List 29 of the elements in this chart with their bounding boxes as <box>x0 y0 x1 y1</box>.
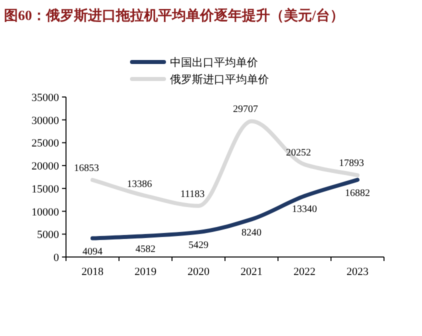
data-label: 13340 <box>292 204 317 216</box>
data-label: 29707 <box>233 104 258 116</box>
y-tick-label: 10000 <box>32 206 60 218</box>
data-label: 13386 <box>127 178 152 190</box>
y-tick-label: 25000 <box>32 138 60 150</box>
x-tick-label: 2023 <box>346 266 369 278</box>
data-label: 20252 <box>286 147 311 158</box>
data-label: 16882 <box>345 188 370 199</box>
data-label: 4094 <box>82 246 102 258</box>
y-tick-label: 15000 <box>32 183 60 196</box>
y-tick-label: 0 <box>54 252 60 264</box>
x-tick-label: 2021 <box>240 266 262 278</box>
x-tick-label: 2018 <box>82 266 104 278</box>
x-tick-label: 2020 <box>188 266 210 278</box>
y-tick-label: 35000 <box>32 92 60 104</box>
data-label: 4582 <box>136 244 156 256</box>
legend-label: 俄罗斯进口平均单价 <box>170 73 269 86</box>
chart-title: 图60：俄罗斯进口拖拉机平均单价逐年提升（美元/台） <box>4 7 344 24</box>
x-tick-label: 2022 <box>294 266 316 278</box>
x-tick-label: 2019 <box>134 266 157 278</box>
data-label: 5429 <box>188 240 208 252</box>
y-tick-label: 20000 <box>32 160 60 173</box>
data-label: 16853 <box>74 162 99 174</box>
data-label: 17893 <box>339 158 364 170</box>
data-label: 11183 <box>180 188 205 200</box>
data-label: 8240 <box>242 227 262 238</box>
y-tick-label: 30000 <box>32 114 60 127</box>
legend-label: 中国出口平均单价 <box>170 56 258 69</box>
y-tick-label: 5000 <box>37 229 60 242</box>
